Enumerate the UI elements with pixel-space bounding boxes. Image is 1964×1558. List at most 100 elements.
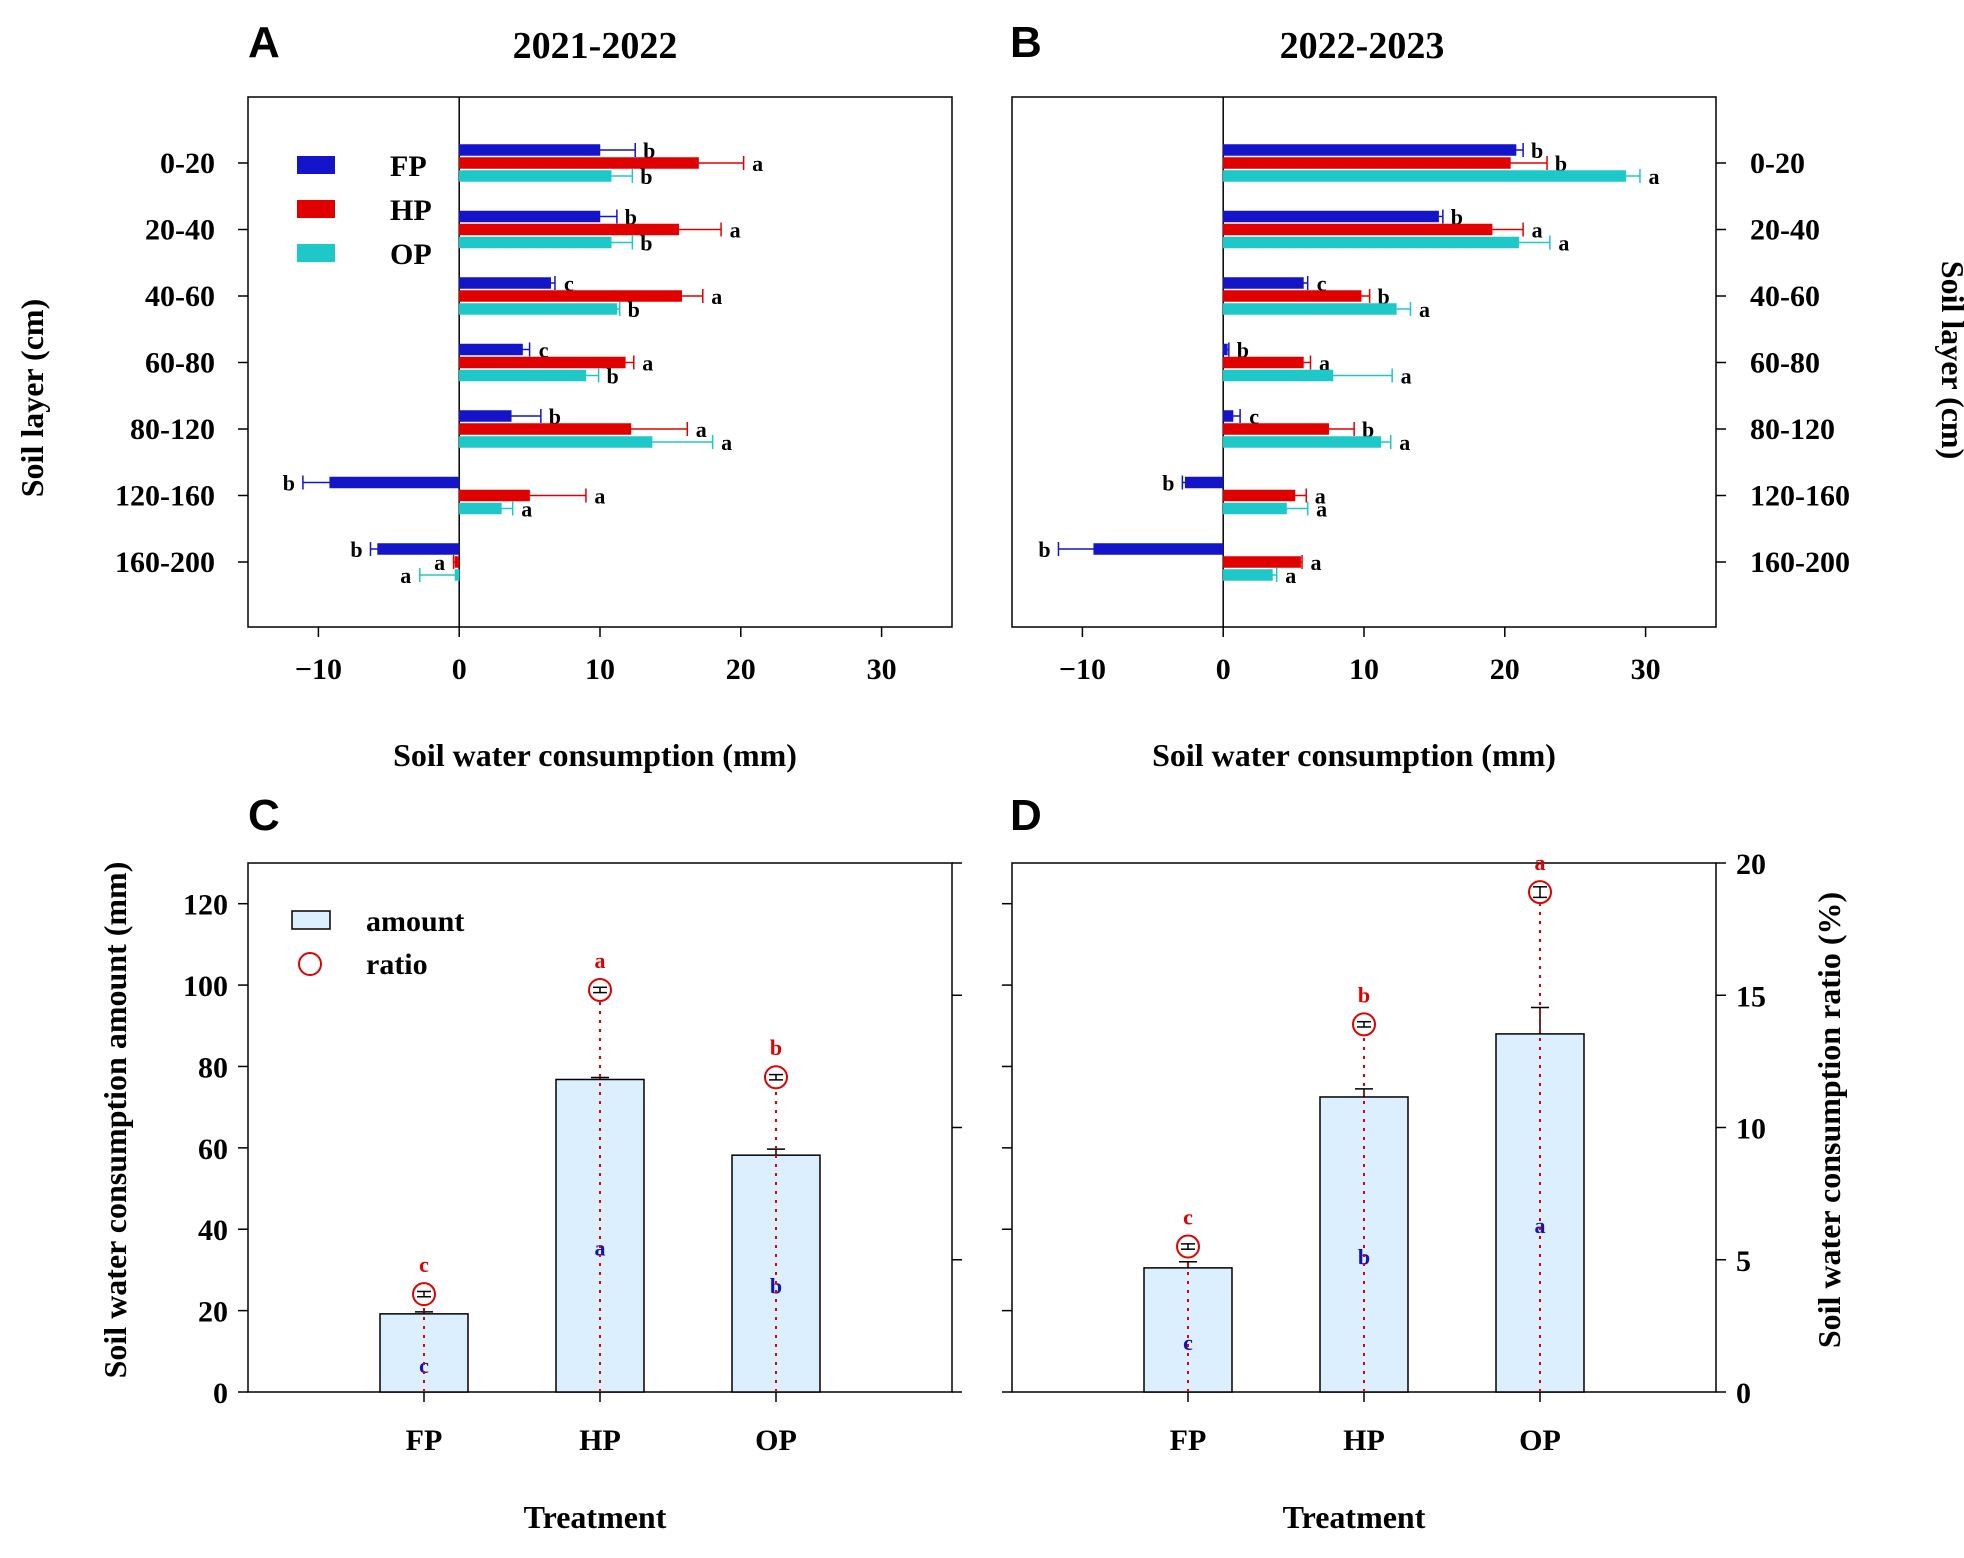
bar-op	[1222, 436, 1382, 448]
amount-letter: a	[1535, 1213, 1546, 1238]
bar-op	[458, 170, 612, 182]
bar-hp	[458, 356, 626, 369]
amount-letter: a	[595, 1236, 606, 1261]
significance-letter: a	[711, 284, 722, 309]
panel-b-title: 2022-2023	[1280, 25, 1445, 67]
significance-letter: a	[1532, 218, 1543, 243]
significance-letter: a	[1401, 364, 1412, 389]
panel-b-xlabel: Soil water consumption (mm)	[1152, 737, 1556, 773]
bar-op	[458, 303, 618, 315]
significance-letter: a	[1399, 430, 1410, 455]
significance-letter: b	[350, 537, 362, 562]
panel-b-category-label: 160-200	[1750, 546, 1850, 579]
panel-a-ylabel: Soil layer (cm)	[14, 299, 50, 497]
significance-letter: b	[1378, 284, 1390, 309]
panel-a-category-label: 40-60	[145, 280, 215, 313]
significance-letter: b	[1038, 537, 1050, 562]
significance-letter: a	[1319, 351, 1330, 376]
legend-swatch-op	[297, 244, 335, 262]
bar-fp	[1222, 410, 1234, 422]
significance-letter: b	[1531, 138, 1543, 163]
panel-a-category-label: 0-20	[160, 147, 215, 180]
bar-fp	[458, 210, 601, 223]
panel-d-ylabel: Soil water consumption ratio (%)	[1811, 892, 1847, 1348]
panel-d-y2tick-label: 10	[1736, 1113, 1766, 1146]
bar-hp	[458, 157, 699, 169]
significance-letter: a	[521, 497, 532, 522]
significance-letter: b	[549, 404, 561, 429]
bar-hp	[1222, 556, 1301, 568]
bar-hp	[1222, 290, 1362, 302]
legend-label-op: OP	[390, 238, 432, 271]
significance-letter: a	[434, 550, 445, 575]
panel-c-letter: C	[248, 791, 280, 840]
significance-letter: c	[564, 271, 574, 296]
panel-d-y2tick-label: 15	[1736, 980, 1766, 1013]
ratio-letter: c	[419, 1252, 429, 1277]
bar-hp	[1222, 157, 1511, 169]
panel-c-ytick-label: 120	[183, 889, 228, 922]
panel-c-category-label: HP	[579, 1424, 621, 1457]
bar-fp	[377, 543, 460, 555]
significance-letter: b	[1362, 417, 1374, 442]
bar-hp	[458, 423, 632, 435]
significance-letter: b	[625, 205, 637, 230]
significance-letter: a	[1311, 550, 1322, 575]
panel-d-xlabel: Treatment	[1283, 1499, 1426, 1535]
bar-hp	[1222, 489, 1296, 502]
bar-op	[1222, 569, 1273, 581]
panel-c-ylabel: Soil water consumption amount (mm)	[97, 862, 133, 1379]
bar-op	[458, 502, 502, 515]
significance-letter: a	[721, 430, 732, 455]
panel-d-y2tick-label: 0	[1736, 1377, 1751, 1410]
significance-letter: a	[1419, 297, 1430, 322]
bar-op	[1222, 170, 1627, 182]
panel-d-category-label: OP	[1519, 1424, 1561, 1457]
panel-d-category-label: HP	[1343, 1424, 1385, 1457]
significance-letter: a	[594, 484, 605, 509]
panel-b-xtick-label: −10	[1059, 653, 1106, 686]
significance-letter: a	[1315, 484, 1326, 509]
amount-letter: c	[419, 1353, 429, 1378]
significance-letter: a	[730, 218, 741, 243]
ratio-letter: b	[1358, 982, 1370, 1007]
panel-a-category-label: 20-40	[145, 214, 215, 247]
panel-b-category-label: 20-40	[1750, 214, 1820, 247]
bar-op	[1222, 236, 1520, 249]
significance-letter: b	[640, 164, 652, 189]
bar-hp	[458, 290, 682, 302]
bar-op	[1222, 369, 1334, 382]
bar-op	[454, 569, 460, 581]
panel-a-title: 2021-2022	[513, 25, 678, 67]
bar-op	[1222, 502, 1287, 515]
panel-d-letter: D	[1010, 791, 1042, 840]
panel-b-xtick-label: 20	[1490, 653, 1520, 686]
bar-fp	[1222, 144, 1517, 156]
bar-hp	[454, 556, 460, 568]
bar-fp	[458, 277, 551, 289]
legend-label-ratio: ratio	[366, 948, 428, 981]
legend-swatch-fp	[297, 156, 335, 174]
panel-c-category-label: OP	[755, 1424, 797, 1457]
panel-b-xtick-label: 30	[1631, 653, 1661, 686]
significance-letter: a	[696, 417, 707, 442]
ratio-marker	[1528, 880, 1552, 905]
panel-a-letter: A	[248, 18, 280, 67]
panel-c-ytick-label: 0	[213, 1377, 228, 1410]
panel-c-ytick-label: 20	[198, 1296, 228, 1329]
legend-label-amount: amount	[366, 905, 464, 938]
panel-a-xtick-label: 20	[726, 653, 756, 686]
panel-b-category-label: 80-120	[1750, 413, 1835, 446]
bar-op	[458, 236, 612, 249]
bar-hp	[1222, 356, 1304, 369]
significance-letter: b	[643, 138, 655, 163]
bar-fp	[458, 410, 512, 422]
significance-letter: b	[1162, 471, 1174, 496]
bar-op	[458, 369, 587, 382]
panel-a-category-label: 60-80	[145, 347, 215, 380]
amount-letter: c	[1183, 1330, 1193, 1355]
panel-c-ytick-label: 80	[198, 1051, 228, 1084]
legend-swatch-hp	[297, 200, 335, 218]
